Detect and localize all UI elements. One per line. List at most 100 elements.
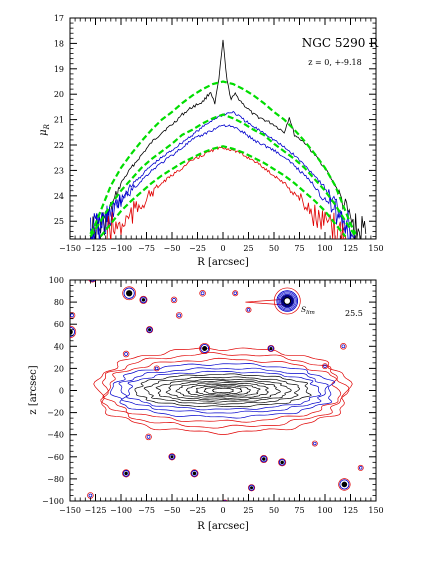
star-middle-isophote (146, 435, 151, 439)
contour-y-tick-label: 80 (54, 298, 64, 307)
contour-x-tick-label: −125 (85, 506, 107, 515)
star-contour-group (175, 312, 183, 319)
star-contour-group (70, 312, 76, 319)
galaxy-isophote-inner (134, 373, 312, 408)
star-middle-isophote (200, 291, 205, 296)
star-middle-isophote (122, 470, 130, 477)
galaxy-isophote-middle (118, 367, 329, 414)
galaxy-isophote-inner (155, 378, 292, 403)
star-outer-isophote (322, 363, 328, 370)
star-middle-isophote (140, 296, 147, 304)
star-core (148, 328, 152, 332)
profile-x-tick-label: 75 (294, 244, 304, 253)
galaxy-isophote-outer (102, 357, 342, 423)
star-contour-group (357, 464, 364, 471)
star-contour-group (340, 343, 347, 350)
profile-observed-line-red (106, 146, 346, 239)
profile-ticks (69, 17, 377, 239)
contour-x-tick-label: 100 (317, 506, 332, 515)
star-core (250, 486, 254, 490)
star-outer-isophote (199, 290, 206, 297)
profile-observed-line-blue (90, 124, 351, 239)
star-contour-group (122, 469, 131, 478)
star-outer-isophote (357, 464, 364, 471)
star-core (90, 276, 94, 280)
slim-label: Slim (301, 305, 315, 316)
star-middle-isophote (233, 291, 237, 295)
galaxy-isophote-inner (175, 382, 269, 399)
contour-x-tick-label: −75 (138, 506, 155, 515)
contour-plot-frame (69, 279, 377, 502)
star-contour-group (199, 343, 211, 354)
star-core (341, 481, 348, 488)
profile-x-tick-label: −125 (85, 244, 107, 253)
profile-annotation: z = 0, +-9.18 (308, 58, 361, 67)
star-outer-isophote (122, 350, 130, 358)
profile-x-tick-label: 25 (243, 244, 253, 253)
star-outer-isophote (70, 312, 76, 319)
star-outer-isophote (168, 453, 176, 461)
star-contour-group (232, 290, 239, 297)
star-middle-isophote (278, 292, 296, 310)
star-core (269, 346, 273, 351)
profile-y-tick-label: 25 (54, 217, 64, 226)
star-contour-group (259, 455, 268, 463)
contour-x-axis-label: R [arcsec] (197, 521, 249, 532)
contour-x-tick-label: 75 (294, 506, 304, 515)
star-contour-group (222, 499, 228, 501)
star-middle-isophote (278, 459, 286, 466)
star-contour-group (139, 295, 148, 304)
galaxy-isophote-outer (100, 352, 350, 429)
star-middle-isophote (260, 455, 268, 463)
star-middle-isophote (246, 308, 251, 312)
star-middle-isophote (313, 441, 317, 446)
contour-x-tick-labels: −150 −125 −100 −75 −50 −25 0 25 50 75 100 125 150 (59, 506, 384, 515)
star-contour-group (88, 276, 97, 283)
profile-model-fit-line (89, 113, 357, 238)
profile-y-tick-label: 19 (54, 65, 64, 74)
star-contour-group (273, 287, 301, 315)
star-contour-group (122, 350, 130, 358)
star-core (280, 460, 284, 465)
star-outer-isophote (170, 296, 178, 304)
star-contour-group (170, 296, 178, 304)
contour-x-tick-label: 0 (220, 506, 225, 515)
star-outer-isophote (222, 499, 228, 501)
star-middle-isophote (154, 366, 159, 371)
star-middle-isophote (70, 326, 76, 337)
profile-x-tick-label: 125 (343, 244, 358, 253)
contour-y-axis-label: z [arcsec] (28, 365, 39, 414)
galaxy-isophote-inner (212, 387, 234, 394)
contour-ticks (69, 279, 377, 502)
star-middle-isophote (223, 500, 228, 501)
star-contour-group (267, 344, 275, 353)
star-tail-contour (245, 298, 288, 306)
profile-x-tick-label: −75 (138, 244, 155, 253)
contour-y-tick-label: 60 (54, 320, 64, 329)
galaxy-isophote-middle (109, 363, 336, 419)
star-contour-group (311, 440, 318, 447)
profile-y-tick-label: 22 (54, 141, 64, 150)
profile-series (89, 39, 367, 239)
contour-x-tick-label: −100 (110, 506, 132, 515)
star-contour-group (248, 484, 256, 492)
profile-x-tick-label: 0 (220, 244, 225, 253)
contour-level-annotation: Slim (301, 305, 315, 316)
contour-x-tick-label: 25 (243, 506, 253, 515)
star-middle-isophote (339, 479, 350, 490)
profile-y-tick-label: 21 (54, 116, 64, 125)
star-core (192, 471, 197, 476)
star-contour-group (199, 290, 206, 297)
star-middle-isophote (200, 344, 210, 353)
star-middle-isophote (88, 493, 93, 498)
galaxy-isophote-inner (195, 385, 251, 396)
contour-level-value: 25.5 (345, 309, 363, 318)
profile-x-tick-label: 150 (368, 244, 383, 253)
star-contour-group (153, 365, 160, 372)
star-core (141, 298, 146, 302)
star-contour-group (122, 286, 137, 301)
star-core (70, 329, 73, 335)
contour-y-tick-label: −100 (42, 497, 64, 506)
star-outer-isophote (145, 433, 152, 441)
